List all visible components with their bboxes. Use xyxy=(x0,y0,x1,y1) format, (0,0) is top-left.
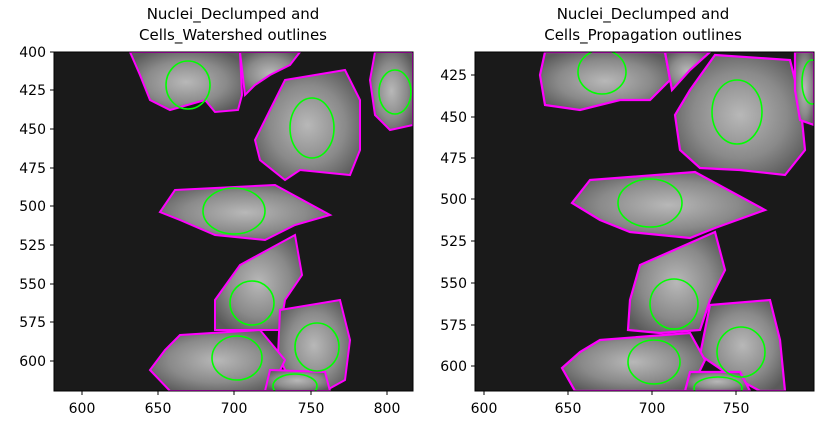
nucleus-outline xyxy=(693,376,743,391)
panel-title-line2: Cells_Watershed outlines xyxy=(139,26,327,45)
y-axis: 400 425 450 475 500 525 550 575 600 xyxy=(19,45,54,370)
y-tick-label: 575 xyxy=(19,315,46,331)
x-axis: 600 650 700 750 800 xyxy=(69,391,401,417)
x-tick-label: 800 xyxy=(374,401,401,417)
nucleus-outline xyxy=(165,60,211,110)
nucleus-outline xyxy=(649,278,699,330)
y-tick-label: 450 xyxy=(440,110,467,126)
panel-title-line1: Nuclei_Declumped and xyxy=(557,5,730,24)
panel-title-line2: Cells_Propagation outlines xyxy=(544,26,742,45)
microscopy-image xyxy=(53,51,414,392)
panel-watershed: Nuclei_Declumped and Cells_Watershed out… xyxy=(19,5,414,417)
nucleus-outline xyxy=(202,187,266,235)
y-tick-label: 575 xyxy=(440,318,467,334)
nucleus-outline xyxy=(617,178,683,228)
nucleus-outline xyxy=(378,69,412,115)
x-tick-label: 750 xyxy=(723,401,750,417)
y-tick-label: 425 xyxy=(440,68,467,84)
x-tick-label: 700 xyxy=(639,401,666,417)
y-tick-label: 450 xyxy=(19,122,46,138)
cell-outline xyxy=(570,170,768,240)
microscopy-image xyxy=(474,51,815,392)
y-tick-label: 500 xyxy=(19,199,46,215)
x-tick-label: 600 xyxy=(471,401,498,417)
y-tick-label: 425 xyxy=(19,83,46,99)
cell-outline xyxy=(263,368,332,391)
cell-outline xyxy=(683,370,752,391)
nucleus-outline xyxy=(294,322,340,372)
y-tick-label: 525 xyxy=(19,238,46,254)
nucleus-outline xyxy=(627,339,681,385)
y-tick-label: 400 xyxy=(19,45,46,61)
nucleus-outline xyxy=(577,52,627,95)
y-tick-label: 475 xyxy=(19,161,46,177)
cell-outline xyxy=(128,52,244,114)
nucleus-outline xyxy=(801,59,814,105)
panel-title-line1: Nuclei_Declumped and xyxy=(147,5,320,24)
y-tick-label: 525 xyxy=(440,234,467,250)
cell-outline xyxy=(626,230,727,335)
y-tick-label: 550 xyxy=(440,276,467,292)
cell-outline xyxy=(793,52,814,127)
nucleus-outline xyxy=(289,97,335,159)
y-axis: 425 450 475 500 525 550 575 600 xyxy=(440,68,475,375)
y-tick-label: 475 xyxy=(440,151,467,167)
x-tick-label: 600 xyxy=(69,401,96,417)
cell-outline xyxy=(663,52,712,93)
x-tick-label: 650 xyxy=(555,401,582,417)
cell-outline xyxy=(158,183,333,242)
y-tick-label: 550 xyxy=(19,277,46,293)
nucleus-outline xyxy=(716,326,766,378)
x-axis: 600 650 700 750 xyxy=(471,391,750,417)
nucleus-outline xyxy=(711,79,763,145)
cell-outline xyxy=(238,52,302,98)
x-tick-label: 650 xyxy=(145,401,172,417)
cell-outline xyxy=(560,331,707,391)
y-tick-label: 600 xyxy=(440,359,467,375)
nucleus-outline xyxy=(229,280,275,326)
x-tick-label: 750 xyxy=(298,401,325,417)
x-tick-label: 700 xyxy=(221,401,248,417)
y-tick-label: 600 xyxy=(19,354,46,370)
y-tick-label: 500 xyxy=(440,192,467,208)
cell-outline xyxy=(253,68,361,182)
nucleus-outline xyxy=(272,373,318,391)
nucleus-outline xyxy=(211,335,263,381)
panel-propagation: Nuclei_Declumped and Cells_Propagation o… xyxy=(440,5,815,417)
